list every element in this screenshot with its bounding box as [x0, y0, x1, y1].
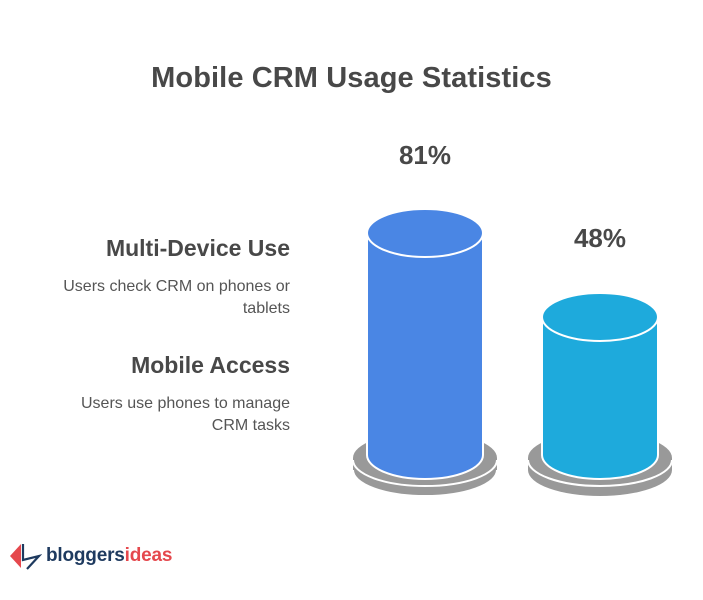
cylinder-bar-mobile-access: [541, 292, 659, 480]
legend-description: Users check CRM on phones or tablets: [63, 278, 290, 317]
legend-item-multi-device: Multi-Device Use Users check CRM on phon…: [10, 235, 290, 320]
bar-value-label-48: 48%: [573, 223, 627, 253]
legend-description: Users use phones to manage CRM tasks: [80, 395, 290, 434]
cylinder-bar-multi-device: [366, 208, 484, 480]
legend-item-mobile-access: Mobile Access Users use phones to manage…: [10, 352, 290, 437]
chart-title: Mobile CRM Usage Statistics: [151, 62, 552, 94]
legend-title: Mobile Access: [131, 352, 290, 378]
logo-icon: [10, 544, 42, 570]
bar-value-label-81: 81%: [398, 140, 452, 170]
bloggersideas-logo: bloggersideas: [10, 542, 172, 570]
logo-wordmark: bloggersideas: [46, 545, 173, 566]
legend-title: Multi-Device Use: [105, 235, 290, 261]
